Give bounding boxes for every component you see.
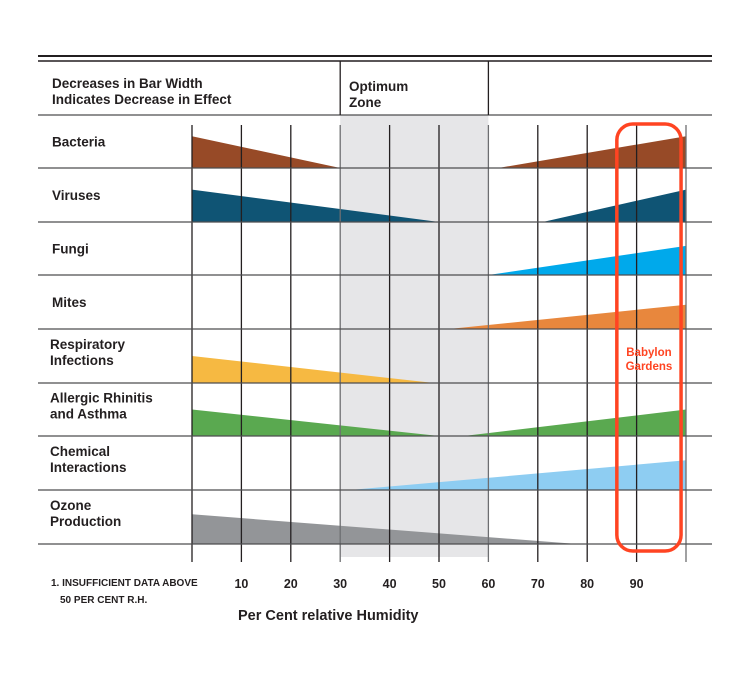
header-text-line: Decreases in Bar Width [52,76,203,91]
row-label: Production [50,514,121,529]
effect-wedge [192,356,435,383]
row-label: Interactions [50,460,127,475]
row-label: Mites [52,295,87,310]
effect-wedge [542,189,686,222]
row-label: Ozone [50,498,92,513]
footnote-line-1: 1. INSUFFICIENT DATA ABOVE [51,578,198,589]
row-label: Fungi [52,242,89,257]
x-tick-label: 90 [630,577,644,591]
effect-wedge [192,189,439,222]
header-text-line: Indicates Decrease in Effect [52,92,232,107]
row-label: and Asthma [50,407,127,422]
effect-wedge [498,136,686,168]
x-tick-label: 10 [234,577,248,591]
x-tick-label: 70 [531,577,545,591]
optimum-zone-label: Optimum [349,79,408,94]
babylon-gardens-label: Babylon [626,347,671,359]
row-label: Viruses [52,188,101,203]
optimum-zone-label: Zone [349,95,382,110]
effect-wedge [192,514,578,544]
row-label: Bacteria [52,135,106,150]
effect-wedge [448,304,686,329]
effect-wedge [350,460,686,490]
x-tick-label: 30 [333,577,347,591]
x-tick-label: 50 [432,577,446,591]
x-tick-label: 80 [580,577,594,591]
effect-wedge [463,409,686,436]
x-tick-label: 40 [383,577,397,591]
x-axis-title: Per Cent relative Humidity [238,608,419,624]
babylon-gardens-label: Gardens [626,361,673,373]
babylon-gardens-highlight [615,122,683,553]
footnote-line-2: 50 PER CENT R.H. [60,595,147,606]
effect-wedge [192,136,341,168]
row-label: Chemical [50,444,110,459]
effect-wedge [192,409,439,436]
row-label: Allergic Rhinitis [50,391,153,406]
optimum-zone-band [340,115,489,557]
row-label: Infections [50,353,114,368]
x-tick-label: 20 [284,577,298,591]
row-label: Respiratory [50,337,126,352]
x-tick-label: 60 [481,577,495,591]
